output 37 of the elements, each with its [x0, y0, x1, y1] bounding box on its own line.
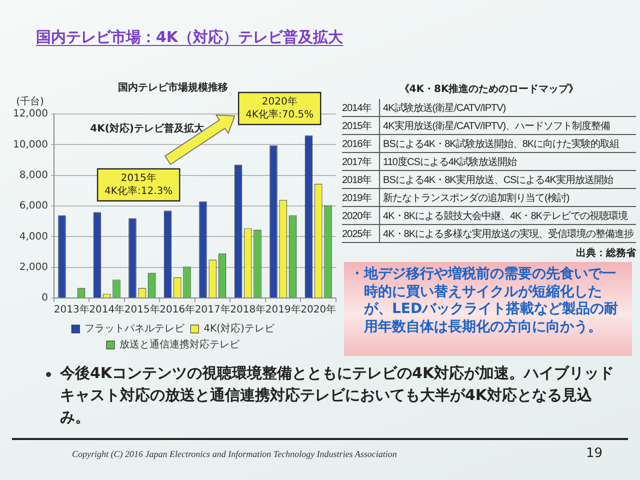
text: 2019年 新たなトランスポンダの追加割り当て(検討) — [342, 189, 636, 207]
text: 2025年 4K・8Kによる多様な実用放送の実現、受信環境の整備進捗 — [342, 225, 636, 243]
y-tick-label: 4,000 — [19, 231, 48, 242]
annotation: 2020年 4K化率:70.5% — [246, 96, 314, 121]
annotation: 2015年 4K化率:12.3% — [104, 172, 173, 197]
x-tick-label: 2018年 — [230, 304, 266, 316]
legend-label: 放送と通信連携対応テレビ — [120, 338, 240, 351]
legend-label: フラットパネルテレビ — [84, 324, 186, 335]
text: 国内テレビ市場：4K（対応）テレビ普及拡大 — [36, 28, 344, 47]
text: 今後4Kコンテンツの視聴環境整備とともにテレビの4K対応が加速。ハイブリッドキャスト対応の放送と通信連携対応テレビにおいても大半が4K対応となる見込み。 — [60, 363, 616, 428]
x-tick-label: 2014年 — [89, 304, 125, 316]
y-tick-label: 10,000 — [12, 139, 48, 150]
text: 《4K・8K推進のためのロードマップ》 — [398, 82, 580, 96]
text: 2020年 4K・8Kによる競技大会中継、4K・8Kテレビでの視聴環境 — [342, 207, 636, 225]
y-tick-label: 8,000 — [19, 170, 48, 181]
text: Copyright (C) 2016 Japan Electronics and Information Technology Industries Association — [72, 449, 397, 459]
text: 2018年 BSによる4K・8K実用放送、CSによる4K実用放送開始 — [342, 171, 636, 189]
y-tick-label: 12,000 — [12, 108, 48, 120]
x-tick-label: 2015年 — [124, 304, 160, 316]
x-tick-label: 2020年 — [300, 304, 336, 316]
y-axis-title: (千台) — [16, 96, 44, 108]
source-note: 出典：総務省 — [575, 246, 636, 260]
text: 19 — [586, 446, 603, 461]
text: 2014年 4K試験放送(衛星/CATV/IPTV) — [342, 99, 636, 117]
text: ・地デジ移行や増税前の需要の先食いで一時的に買い替えサイクルが短縮化したが、LEDバックライト搭載など製品の耐用年数自体は長期化の方向に向かう。 — [350, 266, 620, 336]
text: 2015年 4K実用放送(衛星/CATV/IPTV)、ハードソフト制度整備 — [342, 117, 636, 135]
y-tick-label: 0 — [42, 292, 48, 304]
x-tick-label: 2019年 — [265, 304, 301, 316]
text: 2017年 110度CSによる4K試験放送開始 — [342, 153, 636, 171]
y-tick-label: 2,000 — [19, 262, 48, 273]
legend-label: 4K(対応)テレビ — [204, 322, 276, 335]
chart-title: 国内テレビ市場規模推移 — [118, 82, 228, 94]
y-tick-label: 6,000 — [19, 200, 48, 212]
x-tick-label: 2013年 — [54, 304, 90, 316]
x-tick-label: 2016年 — [160, 304, 196, 316]
x-tick-label: 2017年 — [194, 304, 230, 316]
text: 2016年 BSによる4K・8K試験放送開始、8Kに向けた実験的取組 — [342, 135, 636, 153]
